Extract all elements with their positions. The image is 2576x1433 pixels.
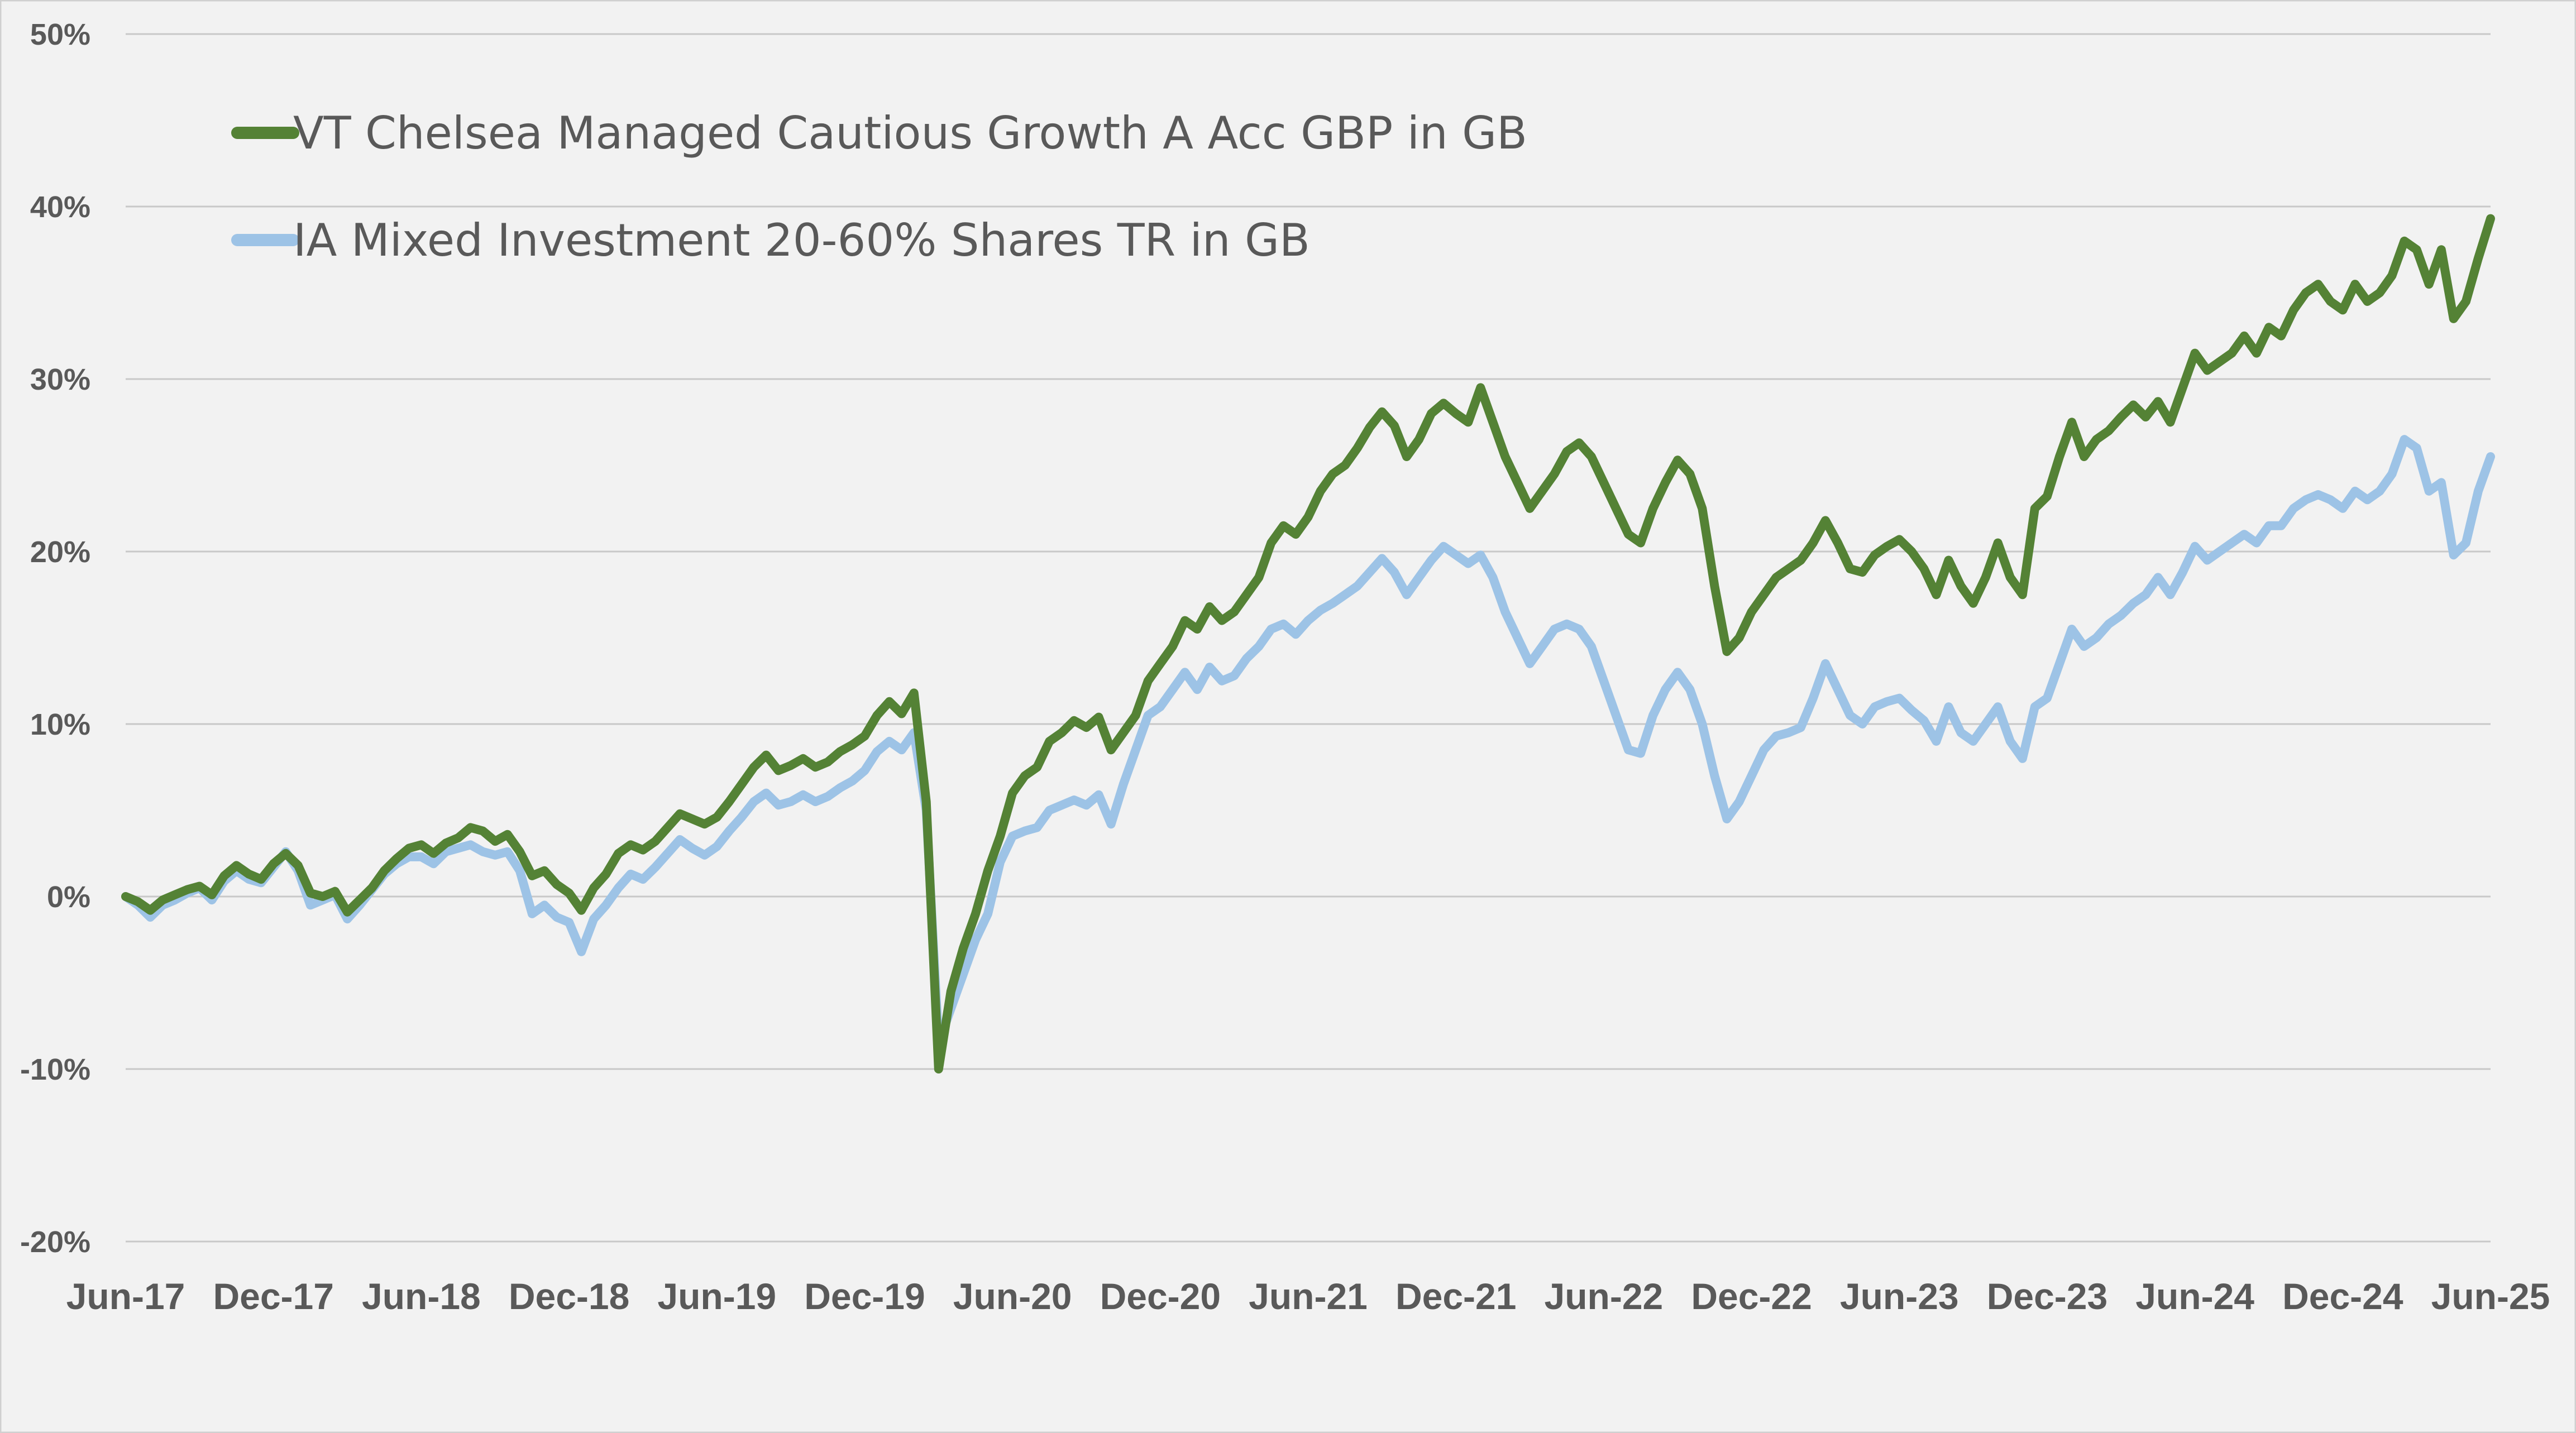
legend: VT Chelsea Managed Cautious Growth A Acc… — [231, 107, 1527, 266]
x-tick-label-13: Dec-23 — [1987, 1276, 2107, 1317]
y-tick-label-5: 30% — [30, 363, 90, 396]
x-tick-label-12: Jun-23 — [1840, 1276, 1959, 1317]
x-tick-label-3: Dec-18 — [509, 1276, 629, 1317]
y-tick-label-4: 20% — [30, 535, 90, 569]
x-tick-label-5: Dec-19 — [804, 1276, 925, 1317]
x-tick-label-10: Jun-22 — [1545, 1276, 1664, 1317]
y-tick-label-7: 50% — [30, 18, 90, 51]
x-tick-label-11: Dec-22 — [1691, 1276, 1812, 1317]
x-tick-label-6: Jun-20 — [953, 1276, 1072, 1317]
y-axis-tick-labels: -20% -10% 0% 10% 20% 30% 40% 50% — [20, 18, 90, 1259]
x-tick-label-0: Jun-17 — [66, 1276, 185, 1317]
x-tick-label-8: Jun-21 — [1249, 1276, 1368, 1317]
legend-label-sector: IA Mixed Investment 20-60% Shares TR in … — [293, 214, 1310, 266]
y-tick-label-1: -10% — [20, 1053, 90, 1086]
x-tick-label-4: Jun-19 — [657, 1276, 776, 1317]
gridlines — [126, 33, 2491, 1243]
x-tick-label-16: Jun-25 — [2431, 1276, 2550, 1317]
x-tick-label-1: Dec-17 — [213, 1276, 333, 1317]
x-tick-label-15: Dec-24 — [2282, 1276, 2403, 1317]
y-tick-label-2: 0% — [47, 880, 90, 914]
x-tick-label-7: Dec-20 — [1100, 1276, 1221, 1317]
y-tick-label-3: 10% — [30, 708, 90, 741]
legend-label-fund: VT Chelsea Managed Cautious Growth A Acc… — [293, 107, 1527, 159]
series-lines — [121, 214, 2495, 1073]
series-line-fund — [121, 214, 2495, 1073]
x-axis-tick-labels: Jun-17 Dec-17 Jun-18 Dec-18 Jun-19 Dec-19 Jun-… — [66, 1276, 2550, 1317]
y-tick-label-0: -20% — [20, 1225, 90, 1259]
y-tick-label-6: 40% — [30, 190, 90, 224]
x-tick-label-14: Jun-24 — [2135, 1276, 2254, 1317]
x-tick-label-2: Jun-18 — [362, 1276, 481, 1317]
x-tick-label-9: Dec-21 — [1395, 1276, 1516, 1317]
series-line-sector — [121, 435, 2495, 1048]
